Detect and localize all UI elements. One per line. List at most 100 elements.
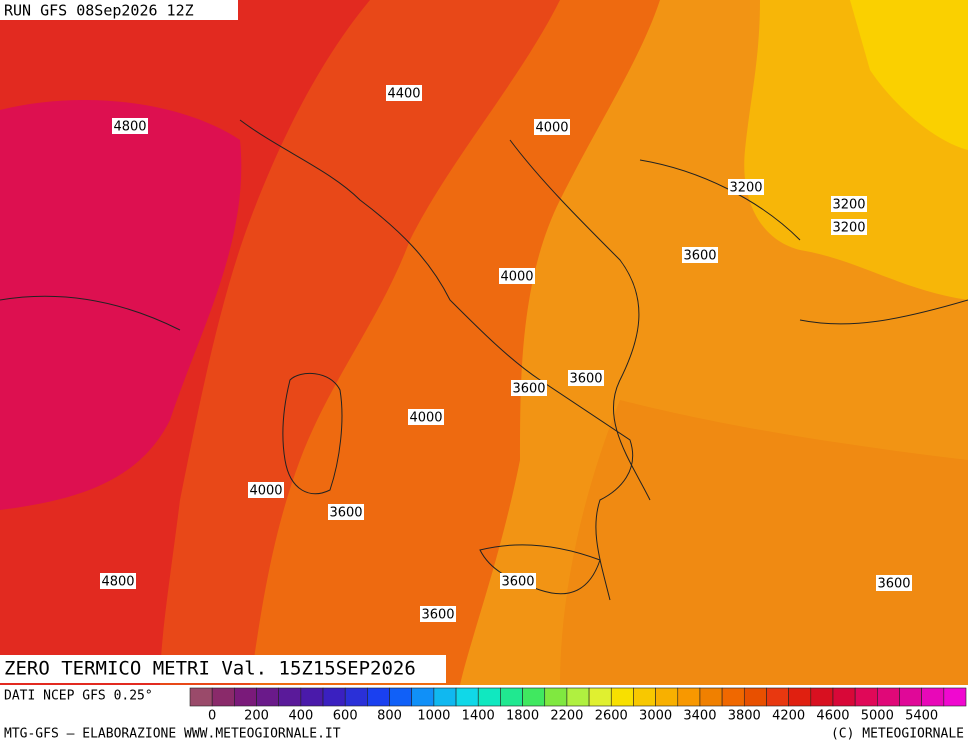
colorbar-label: 400: [288, 709, 313, 724]
footer-right: (C) METEOGIORNALE: [831, 727, 964, 742]
contour-label: 3600: [512, 382, 545, 397]
contour-label: 3200: [832, 221, 865, 236]
contour-label-box: [328, 504, 364, 520]
run-label: RUN GFS 08Sep2026 12Z: [4, 2, 194, 20]
colorbar-swatch: [411, 687, 435, 707]
colorbar-label: 4600: [816, 709, 849, 724]
colorbar-label: 1800: [506, 709, 539, 724]
colorbar-swatch: [477, 687, 501, 707]
coastline: [282, 372, 343, 495]
colorbar-swatch: [943, 687, 967, 707]
colorbar-swatch: [588, 687, 612, 707]
colorbar-swatch: [633, 687, 656, 707]
map-title: ZERO TERMICO METRI Val. 15Z15SEP2026: [4, 658, 416, 680]
colorbar-swatch: [921, 687, 945, 707]
colorbar-label: 4200: [772, 709, 805, 724]
colorbar-swatch: [655, 687, 679, 707]
colorbar-swatch: [544, 687, 568, 707]
title-box: [0, 655, 446, 683]
colorbar-swatch: [810, 687, 834, 707]
contour-label-box: [248, 482, 284, 498]
source-label: DATI NCEP GFS 0.25°: [4, 689, 153, 704]
colorbar-swatch: [256, 687, 279, 707]
field-zone: [0, 100, 242, 510]
colorbar-swatch: [854, 687, 878, 707]
colorbar-swatch: [877, 687, 900, 707]
contour-label: 3200: [832, 198, 865, 213]
colorbar-label: 1400: [462, 709, 495, 724]
coastlines: [0, 119, 968, 601]
contour-label: 4000: [409, 411, 442, 426]
contour-label: 4000: [500, 270, 533, 285]
contour-label-box: [420, 606, 456, 622]
run-box: [0, 0, 238, 20]
colorbar-swatch: [433, 687, 457, 707]
colorbar-swatch: [322, 687, 346, 707]
contour-label: 4800: [101, 575, 134, 590]
contour-label-box: [100, 573, 136, 589]
colorbar-label: 200: [244, 709, 269, 724]
contour-label-box: [876, 575, 912, 591]
contour-label-box: [831, 219, 867, 235]
colorbar-swatch: [189, 687, 213, 707]
contour-label-box: [682, 247, 718, 263]
colorbar-swatch: [367, 687, 390, 707]
contour-label: 3600: [569, 372, 602, 387]
colorbar-swatch: [721, 687, 745, 707]
colorbar-swatch: [766, 687, 789, 707]
contour-label: 3600: [329, 506, 362, 521]
contour-label-box: [499, 268, 535, 284]
colorbar-label: 5000: [861, 709, 894, 724]
contour-label: 3600: [501, 575, 534, 590]
field-zone: [560, 400, 968, 685]
colorbar-label: 5400: [905, 709, 938, 724]
contour-label-box: [500, 573, 536, 589]
colorbar-swatch: [832, 687, 856, 707]
contour-label-box: [386, 85, 422, 101]
contour-label: 4400: [387, 87, 420, 102]
colorbar-swatch: [300, 687, 324, 707]
contour-label: 4000: [249, 484, 282, 499]
colorbar-label: 2600: [595, 709, 628, 724]
footer-left: MTG-GFS — ELABORAZIONE WWW.METEOGIORNALE…: [4, 727, 341, 742]
colorbar-swatch: [699, 687, 723, 707]
contour-label: 3200: [729, 181, 762, 196]
colorbar-swatch: [788, 687, 812, 707]
colorbar-swatch: [278, 687, 302, 707]
contour-label-box: [534, 119, 570, 135]
contour-label-box: [511, 380, 547, 396]
colorbar-swatch: [677, 687, 701, 707]
colorbar-swatch: [389, 687, 413, 707]
colorbar-label: 0: [208, 709, 216, 724]
colorbar-label: 1000: [417, 709, 450, 724]
colorbar-label: 800: [377, 709, 402, 724]
contour-label: 3600: [421, 608, 454, 623]
field-zone: [850, 0, 968, 150]
colorbar-label: 3400: [683, 709, 716, 724]
colorbar-swatch: [899, 687, 922, 707]
contour-label-box: [728, 179, 764, 195]
contour-label-box: [112, 118, 148, 134]
colorbar-label: 3800: [728, 709, 761, 724]
colorbar-swatch: [211, 687, 235, 707]
colorbar-label: 600: [333, 709, 358, 724]
colorbar-swatch: [522, 687, 546, 707]
contour-label: 3600: [683, 249, 716, 264]
colorbar-swatch: [234, 687, 257, 707]
colorbar-swatch: [743, 687, 767, 707]
contour-label-box: [408, 409, 444, 425]
colorbar-label: 3000: [639, 709, 672, 724]
colorbar-swatch: [500, 687, 523, 707]
coastline: [239, 119, 634, 601]
border: [0, 159, 968, 331]
colorbar-swatch: [344, 687, 368, 707]
colorbar-swatch: [610, 687, 634, 707]
colorbar-swatch: [455, 687, 479, 707]
contour-label: 4800: [113, 120, 146, 135]
contour-label: 3600: [877, 577, 910, 592]
coastline: [509, 139, 651, 501]
contour-label: 4000: [535, 121, 568, 136]
colorbar-label: 2200: [550, 709, 583, 724]
